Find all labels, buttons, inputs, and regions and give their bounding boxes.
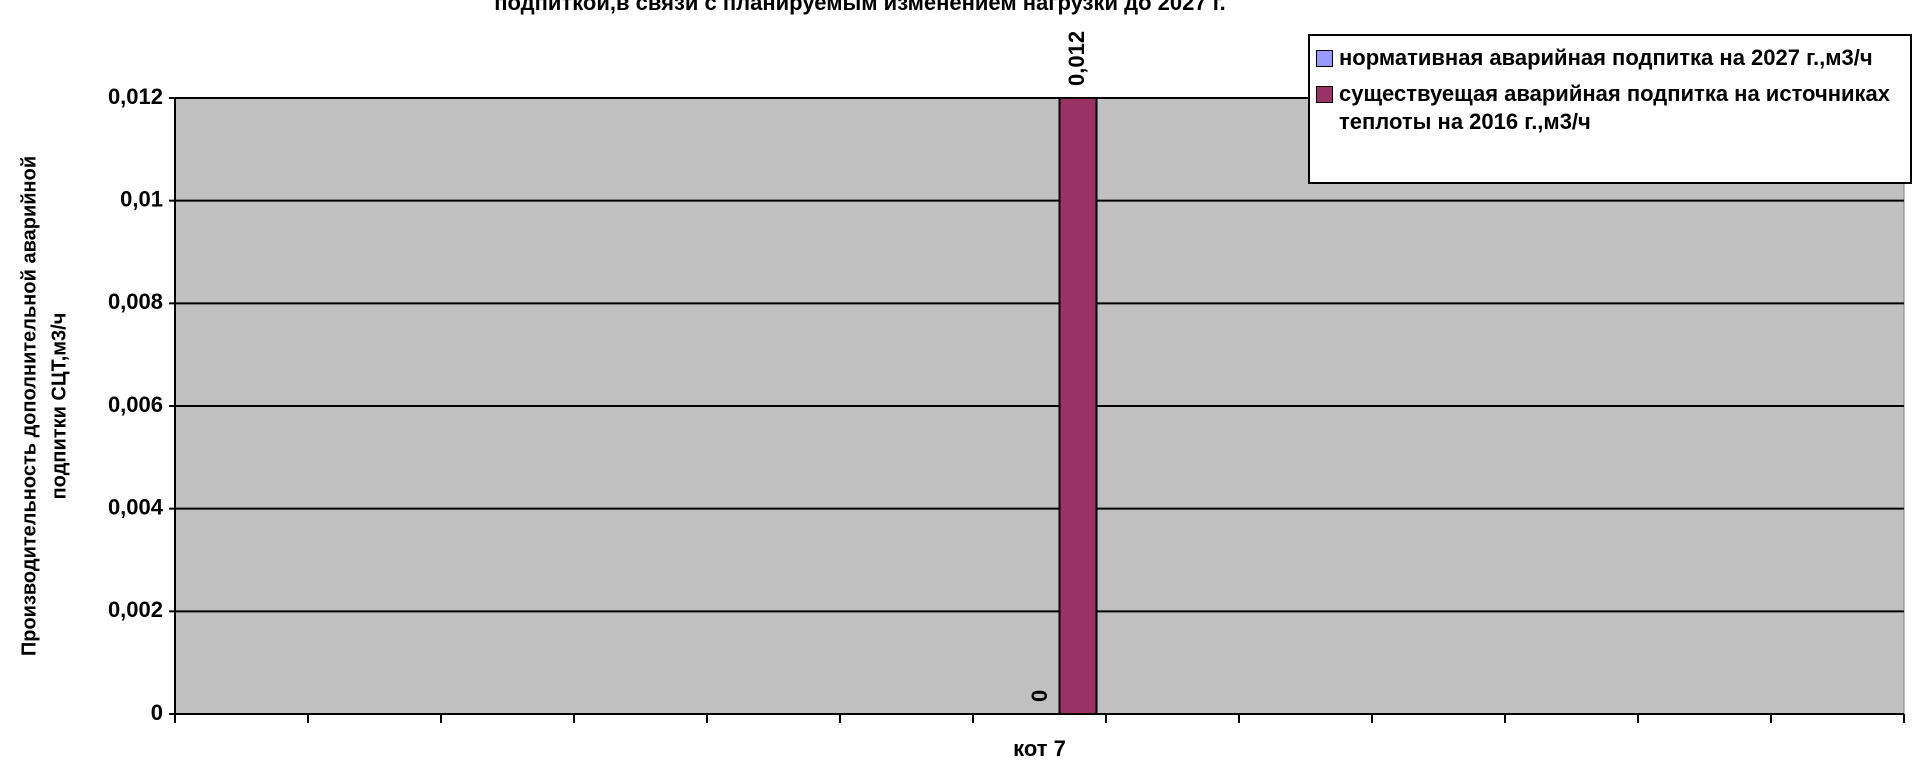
y-axis-label: подпитки СЦТ,м3/ч — [48, 313, 70, 500]
legend-item: существуещая аварийная подпитка на источ… — [1316, 80, 1904, 136]
legend-label: существуещая аварийная подпитка на источ… — [1339, 81, 1891, 134]
legend-swatch — [1316, 86, 1333, 103]
y-tick-label: 0,002 — [108, 597, 163, 622]
y-tick-label: 0,006 — [108, 392, 163, 417]
y-tick-label: 0,01 — [120, 186, 163, 211]
chart-title: подпиткой,в связи с планируемым изменени… — [494, 0, 1226, 15]
legend-swatch — [1316, 50, 1333, 67]
bar — [1058, 97, 1098, 715]
legend-item: нормативная аварийная подпитка на 2027 г… — [1316, 44, 1904, 72]
x-tick-label: кот 7 — [1013, 736, 1066, 761]
legend-label: нормативная аварийная подпитка на 2027 г… — [1339, 45, 1873, 70]
y-tick-label: 0,004 — [108, 494, 164, 519]
y-tick-label: 0,008 — [108, 289, 163, 314]
y-tick-label: 0 — [151, 700, 163, 725]
legend: нормативная аварийная подпитка на 2027 г… — [1308, 34, 1912, 184]
y-tick-label: 0,012 — [108, 84, 163, 109]
y-axis-label: Производительность дополнительной аварий… — [18, 156, 40, 656]
data-label: 0,012 — [1064, 31, 1089, 86]
data-label: 0 — [1027, 690, 1052, 702]
